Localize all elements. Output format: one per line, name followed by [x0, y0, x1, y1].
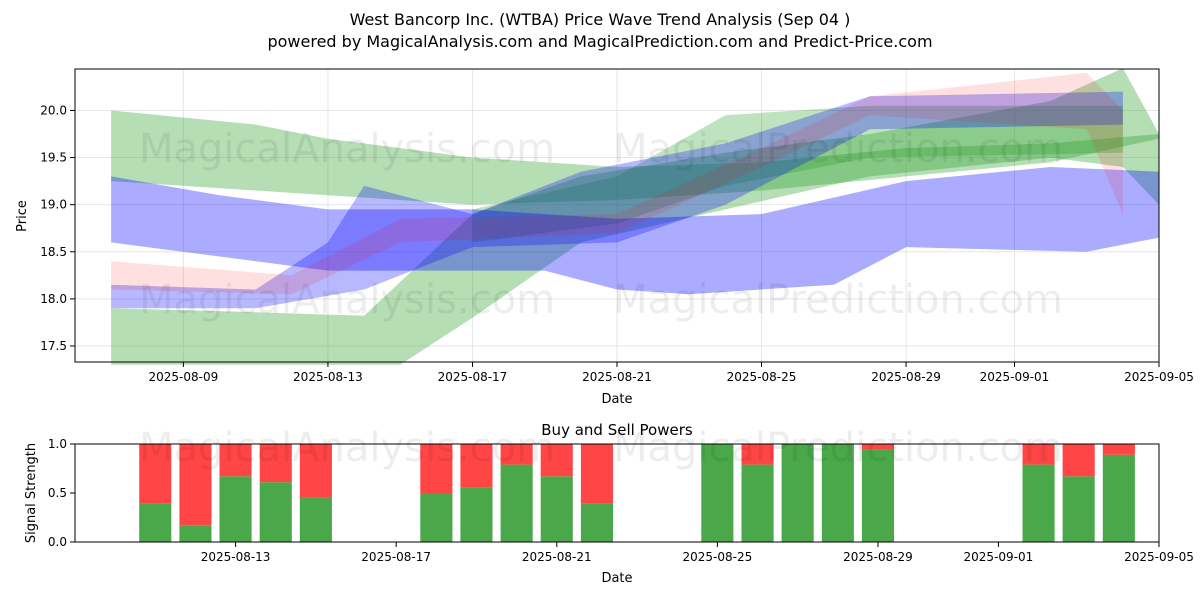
- sell-bar: [299, 444, 332, 498]
- price-bands: [111, 68, 1160, 365]
- watermark-left-bottom: MagicalAnalysis.com: [139, 425, 555, 471]
- signal-y-tick-label: 0.5: [48, 486, 67, 500]
- signal-x-tick-label: 2025-08-21: [522, 550, 592, 564]
- sell-bar: [179, 444, 212, 526]
- price-band-red-6: [111, 72, 1123, 295]
- signal-panel-title: Buy and Sell Powers: [541, 421, 693, 439]
- price-y-tick-label: 19.5: [40, 151, 67, 165]
- price-band-green-3: [472, 105, 1123, 243]
- signal-y-axis-label: Signal Strength: [24, 443, 39, 543]
- price-x-tick-label: 2025-09-05: [1124, 370, 1194, 384]
- price-x-tick-label: 2025-08-21: [582, 370, 652, 384]
- signal-x-ticks: 2025-08-13 2025-08-17 2025-08-21 2025-08-25…: [201, 542, 1194, 564]
- price-panel: MagicalAnalysis.com MagicalPrediction.co…: [15, 68, 1194, 407]
- signal-x-tick-label: 2025-08-25: [682, 550, 752, 564]
- sell-bar: [741, 444, 774, 465]
- price-x-ticks: 2025-08-09 2025-08-13 2025-08-17 2025-08-21…: [149, 362, 1194, 384]
- price-y-ticks: 17.5 18.0 18.5 19.0 19.5 20.0: [40, 103, 75, 353]
- buy-bar: [1022, 464, 1055, 542]
- buy-bar: [420, 493, 453, 542]
- buy-bar: [540, 476, 573, 542]
- price-band-blue-5: [111, 91, 1123, 309]
- sell-bar: [1102, 444, 1135, 455]
- sell-bar: [500, 444, 533, 465]
- buy-bar: [1062, 476, 1095, 542]
- buy-bar: [179, 525, 212, 542]
- figure-title-line2: powered by MagicalAnalysis.com and Magic…: [267, 32, 932, 51]
- watermark-left-mid: MagicalAnalysis.com: [139, 277, 555, 323]
- price-y-axis-label: Price: [15, 200, 30, 232]
- signal-y-ticks: 0.0 0.5 1.0: [48, 437, 75, 549]
- buy-bar: [259, 482, 292, 542]
- sell-bar: [1022, 444, 1055, 465]
- price-band-blue-4: [111, 167, 1160, 295]
- price-x-tick-label: 2025-08-13: [293, 370, 363, 384]
- watermark-left-top: MagicalAnalysis.com: [139, 126, 555, 172]
- price-band-green-2: [111, 68, 1160, 365]
- signal-x-tick-label: 2025-09-05: [1124, 550, 1194, 564]
- buy-bar: [701, 444, 734, 542]
- price-y-tick-label: 17.5: [40, 339, 67, 353]
- sell-bar: [219, 444, 252, 477]
- signal-panel: Buy and Sell Powers MagicalAnalysis.com …: [24, 421, 1194, 586]
- buy-bar: [781, 444, 814, 542]
- sell-bar: [580, 444, 613, 504]
- price-x-tick-label: 2025-08-29: [871, 370, 941, 384]
- price-y-tick-label: 19.0: [40, 198, 67, 212]
- price-x-tick-label: 2025-09-01: [980, 370, 1050, 384]
- buy-bar: [861, 449, 894, 542]
- price-x-tick-label: 2025-08-09: [149, 370, 219, 384]
- signal-bars: [139, 444, 1135, 542]
- signal-y-tick-label: 0.0: [48, 535, 67, 549]
- price-x-tick-label: 2025-08-25: [727, 370, 797, 384]
- signal-x-axis-label: Date: [601, 571, 632, 586]
- sell-bar: [139, 444, 172, 504]
- buy-bar: [741, 464, 774, 542]
- buy-bar: [299, 497, 332, 542]
- signal-x-tick-label: 2025-08-13: [201, 550, 271, 564]
- sell-bar: [1062, 444, 1095, 477]
- signal-x-tick-label: 2025-08-29: [843, 550, 913, 564]
- buy-bar: [219, 476, 252, 542]
- buy-bar: [580, 503, 613, 542]
- figure-title-line1: West Bancorp Inc. (WTBA) Price Wave Tren…: [350, 10, 851, 29]
- signal-x-tick-label: 2025-09-01: [964, 550, 1034, 564]
- price-y-tick-label: 18.5: [40, 245, 67, 259]
- watermark-right-bottom: MagicalPrediction.com: [613, 425, 1063, 471]
- buy-bar: [500, 464, 533, 542]
- sell-bar: [540, 444, 573, 477]
- price-band-green-1: [111, 110, 1160, 205]
- sell-bar: [460, 444, 493, 488]
- sell-bar: [861, 444, 894, 450]
- watermark-right-top: MagicalPrediction.com: [613, 126, 1063, 172]
- sell-bar: [420, 444, 453, 493]
- price-y-tick-label: 20.0: [40, 103, 67, 117]
- buy-bar: [821, 444, 854, 542]
- price-y-tick-label: 18.0: [40, 292, 67, 306]
- buy-bar: [1102, 454, 1135, 542]
- buy-bar: [139, 503, 172, 542]
- sell-bar: [259, 444, 292, 483]
- price-x-tick-label: 2025-08-17: [438, 370, 508, 384]
- signal-y-tick-label: 1.0: [48, 437, 67, 451]
- watermark-right-mid: MagicalPrediction.com: [613, 277, 1063, 323]
- signal-x-tick-label: 2025-08-17: [361, 550, 431, 564]
- price-x-axis-label: Date: [601, 392, 632, 407]
- buy-bar: [460, 487, 493, 542]
